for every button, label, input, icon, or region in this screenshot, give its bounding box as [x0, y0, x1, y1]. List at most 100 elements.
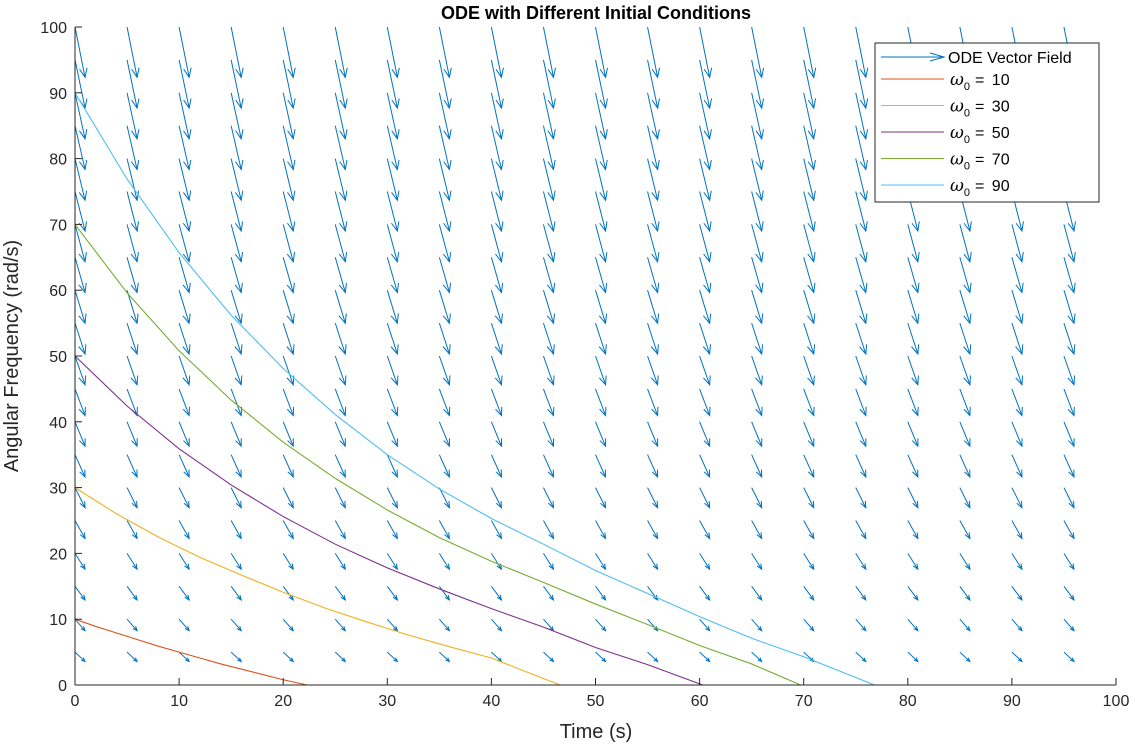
- vector-arrow: [595, 26, 608, 79]
- vector-arrow: [438, 586, 451, 601]
- series-line: [74, 92, 875, 686]
- vector-arrow: [438, 257, 452, 294]
- vector-arrow: [542, 59, 556, 110]
- vector-arrow: [751, 290, 764, 325]
- vector-arrow: [751, 191, 764, 233]
- vector-arrow: [595, 618, 607, 632]
- vector-arrow: [230, 586, 242, 601]
- vector-arrow: [647, 454, 659, 479]
- y-tick-label: 100: [40, 20, 67, 37]
- vector-arrow: [959, 388, 971, 417]
- vector-arrow: [1063, 421, 1075, 448]
- y-tick-label: 70: [49, 217, 67, 234]
- legend-label: ω0 = 30: [950, 97, 1010, 120]
- vector-arrow: [178, 487, 190, 509]
- x-tick-label: 50: [587, 693, 605, 710]
- vector-arrow: [751, 421, 763, 448]
- vector-arrow: [959, 224, 972, 264]
- vector-arrow: [855, 487, 867, 509]
- vector-arrow: [699, 520, 711, 540]
- vector-arrow: [438, 191, 452, 233]
- vector-arrow: [178, 586, 190, 601]
- series-line: [74, 618, 308, 686]
- vector-arrow: [959, 618, 971, 632]
- vector-arrow: [230, 191, 244, 233]
- vector-arrow: [74, 355, 87, 386]
- vector-arrow: [751, 520, 763, 540]
- vector-arrow: [751, 388, 763, 417]
- vector-arrow: [230, 487, 242, 509]
- x-tick-label: 0: [71, 693, 80, 710]
- vector-arrow: [126, 224, 139, 264]
- vector-arrow: [751, 26, 765, 79]
- vector-arrow: [1011, 355, 1024, 386]
- vector-arrow: [491, 618, 503, 632]
- vector-arrow: [334, 158, 348, 202]
- vector-arrow: [490, 191, 504, 233]
- vector-arrow: [751, 487, 763, 509]
- vector-arrow: [907, 322, 920, 356]
- vector-arrow: [178, 355, 191, 386]
- vector-arrow: [1011, 586, 1023, 601]
- vector-arrow: [386, 454, 398, 479]
- vector-arrow: [438, 355, 451, 386]
- vector-arrow: [542, 421, 555, 448]
- vector-arrow: [751, 586, 763, 601]
- vector-arrow: [490, 520, 503, 540]
- vector-arrow: [803, 553, 815, 571]
- vector-arrow: [907, 224, 920, 264]
- vector-arrow: [803, 388, 815, 417]
- vector-arrow: [230, 257, 243, 294]
- vector-arrow: [1063, 322, 1076, 356]
- vector-arrow: [647, 355, 659, 386]
- series-line: [74, 224, 801, 686]
- vector-arrow: [803, 125, 816, 171]
- vector-arrow: [282, 224, 296, 264]
- vector-arrow: [334, 355, 347, 386]
- vector-arrow: [178, 125, 192, 171]
- vector-arrow: [126, 26, 140, 79]
- vector-arrow: [855, 520, 867, 540]
- vector-arrow: [126, 487, 138, 509]
- vector-arrow: [595, 553, 607, 571]
- vector-arrow: [699, 191, 712, 233]
- legend-entry: ω0 = 50: [881, 123, 1010, 146]
- vector-arrow: [386, 92, 400, 141]
- vector-arrow: [334, 125, 348, 171]
- vector-arrow: [126, 651, 139, 663]
- vector-arrow: [595, 59, 608, 110]
- legend-arrow-head: [929, 52, 946, 62]
- vector-arrow: [543, 651, 555, 663]
- vector-arrow: [178, 59, 192, 110]
- vector-arrow: [1063, 487, 1075, 509]
- vector-arrow: [126, 92, 140, 141]
- vector-arrow: [699, 158, 712, 202]
- vector-arrow: [959, 290, 972, 325]
- vector-arrow: [490, 487, 503, 509]
- vector-arrow: [699, 586, 711, 601]
- vector-arrow: [543, 487, 555, 509]
- vector-arrow: [959, 553, 971, 571]
- vector-arrow: [386, 421, 398, 448]
- vector-arrow: [595, 125, 608, 171]
- vector-arrow: [542, 355, 555, 386]
- vector-arrow: [490, 125, 504, 171]
- vector-arrow: [542, 257, 556, 294]
- vector-arrow: [1011, 421, 1023, 448]
- vector-arrow: [855, 158, 868, 202]
- vector-arrow: [490, 322, 503, 356]
- vector-arrow: [282, 92, 296, 141]
- vector-arrow: [438, 322, 451, 356]
- vector-arrow: [282, 191, 296, 233]
- vector-arrow: [334, 59, 348, 110]
- vector-arrow: [230, 290, 243, 325]
- vector-arrow: [178, 26, 192, 79]
- vector-arrow: [230, 454, 242, 479]
- vector-arrow: [438, 224, 452, 264]
- vector-arrow: [178, 257, 191, 294]
- vector-arrow: [282, 158, 296, 202]
- vector-arrow: [178, 224, 191, 264]
- vector-arrow: [803, 257, 816, 294]
- vector-arrow: [1011, 553, 1023, 571]
- legend-label: ω0 = 10: [950, 70, 1010, 93]
